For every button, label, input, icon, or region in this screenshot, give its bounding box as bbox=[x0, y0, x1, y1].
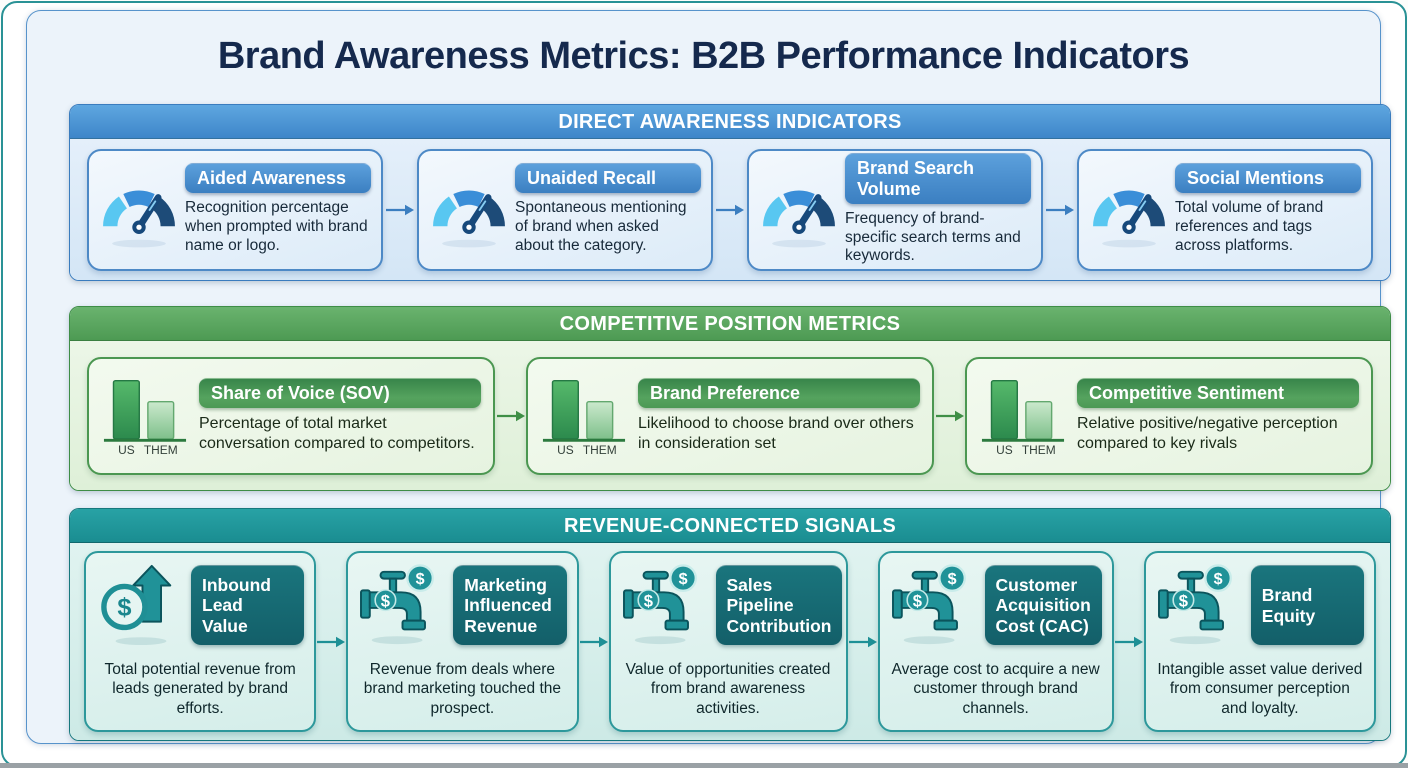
card-brand-search-volume: Brand Search Volume Frequency of brand-s… bbox=[747, 148, 1043, 271]
section-competitive-position: COMPETITIVE POSITION METRICS Share of Vo… bbox=[69, 306, 1391, 491]
card-marketing-influenced-revenue: Marketing Influenced Revenue Revenue fro… bbox=[346, 551, 579, 732]
card-social-mentions: Social Mentions Total volume of brand re… bbox=[1077, 148, 1373, 271]
money-faucet-icon bbox=[1156, 563, 1246, 647]
card-description: Frequency of brand-specific search terms… bbox=[845, 209, 1021, 265]
card-title-badge: Social Mentions bbox=[1175, 163, 1361, 194]
card-description: Total volume of brand references and tag… bbox=[1175, 199, 1324, 254]
card-competitive-sentiment: Competitive Sentiment Relative positive/… bbox=[965, 356, 1373, 475]
card-title-badge: Brand Preference bbox=[638, 377, 920, 408]
gauge-icon bbox=[423, 170, 515, 250]
card-title-badge: Customer Acquisition Cost (CAC) bbox=[984, 565, 1102, 645]
card-description: Likelihood to choose brand over others i… bbox=[638, 414, 914, 452]
gauge-icon bbox=[1083, 170, 1175, 250]
gauge-icon bbox=[93, 170, 185, 250]
section-revenue-connected: REVENUE-CONNECTED SIGNALS Inbound Lead V… bbox=[69, 508, 1391, 741]
section-direct-awareness: DIRECT AWARENESS INDICATORS Aided Awaren… bbox=[69, 104, 1391, 281]
card-title-badge: Unaided Recall bbox=[515, 163, 701, 194]
card-title-badge: Sales Pipeline Contribution bbox=[715, 565, 843, 645]
section-header-direct: DIRECT AWARENESS INDICATORS bbox=[70, 105, 1390, 139]
gauge-icon bbox=[753, 170, 845, 250]
card-description: Revenue from deals where brand marketing… bbox=[363, 661, 562, 717]
card-title-badge: Aided Awareness bbox=[185, 163, 371, 194]
section-header-competitive: COMPETITIVE POSITION METRICS bbox=[70, 307, 1390, 341]
card-description: Value of opportunities created from bran… bbox=[625, 661, 831, 717]
card-title-badge: Inbound Lead Value bbox=[191, 565, 305, 645]
card-customer-acquisition-cost: Customer Acquisition Cost (CAC) Average … bbox=[877, 551, 1114, 732]
card-title-badge: Brand Equity bbox=[1250, 565, 1365, 645]
main-panel: Brand Awareness Metrics: B2B Performance… bbox=[26, 10, 1391, 744]
card-title-badge: Share of Voice (SOV) bbox=[199, 377, 481, 408]
flow-arrow-icon bbox=[316, 635, 346, 649]
coin-up-arrow-icon bbox=[96, 563, 186, 647]
money-faucet-icon bbox=[621, 563, 711, 647]
bar-chart-icon bbox=[979, 374, 1067, 458]
flow-arrow-icon bbox=[935, 409, 965, 423]
flow-arrow-icon bbox=[579, 635, 609, 649]
flow-arrow-icon bbox=[1045, 203, 1075, 217]
flow-arrow-icon bbox=[496, 409, 526, 423]
card-description: Percentage of total market conversation … bbox=[199, 414, 475, 452]
card-description: Total potential revenue from leads gener… bbox=[104, 661, 296, 717]
card-description: Intangible asset value derived from cons… bbox=[1157, 661, 1363, 717]
bottom-edge-strip bbox=[0, 763, 1408, 768]
money-faucet-icon bbox=[890, 563, 980, 647]
flow-arrow-icon bbox=[385, 203, 415, 217]
section-body-revenue: Inbound Lead Value Total potential reven… bbox=[70, 543, 1390, 740]
card-title-badge: Brand Search Volume bbox=[845, 152, 1031, 204]
card-share-of-voice: Share of Voice (SOV) Percentage of total… bbox=[87, 356, 495, 475]
page-title: Brand Awareness Metrics: B2B Performance… bbox=[217, 35, 1190, 77]
card-sales-pipeline-contribution: Sales Pipeline Contribution Value of opp… bbox=[608, 551, 848, 732]
flow-arrow-icon bbox=[1114, 635, 1144, 649]
card-description: Relative positive/negative perception co… bbox=[1077, 414, 1338, 452]
section-body-competitive: Share of Voice (SOV) Percentage of total… bbox=[70, 341, 1390, 490]
section-body-direct: Aided Awareness Recognition percentage w… bbox=[70, 139, 1390, 280]
card-brand-equity: Brand Equity Intangible asset value deri… bbox=[1143, 551, 1377, 732]
bar-chart-icon bbox=[101, 374, 189, 458]
card-title-badge: Marketing Influenced Revenue bbox=[453, 565, 567, 645]
card-title-badge: Competitive Sentiment bbox=[1077, 377, 1359, 408]
card-unaided-recall: Unaided Recall Spontaneous mentioning of… bbox=[417, 148, 713, 271]
bar-chart-icon bbox=[540, 374, 628, 458]
card-description: Recognition percentage when prompted wit… bbox=[185, 199, 368, 254]
section-header-revenue: REVENUE-CONNECTED SIGNALS bbox=[70, 509, 1390, 543]
card-inbound-lead-value: Inbound Lead Value Total potential reven… bbox=[84, 551, 317, 732]
card-description: Average cost to acquire a new customer t… bbox=[891, 661, 1100, 717]
card-description: Spontaneous mentioning of brand when ask… bbox=[515, 199, 687, 254]
flow-arrow-icon bbox=[848, 635, 878, 649]
card-brand-preference: Brand Preference Likelihood to choose br… bbox=[526, 356, 934, 475]
card-aided-awareness: Aided Awareness Recognition percentage w… bbox=[87, 148, 383, 271]
flow-arrow-icon bbox=[715, 203, 745, 217]
money-faucet-icon bbox=[358, 563, 448, 647]
